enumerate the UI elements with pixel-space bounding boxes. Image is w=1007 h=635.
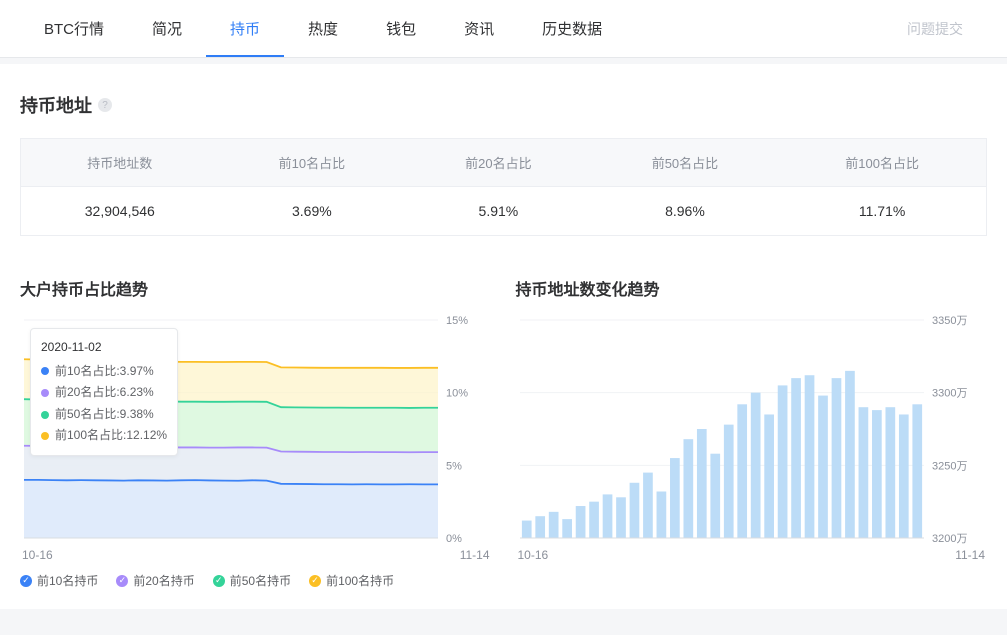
legend-item[interactable]: ✓ 前50名持币 (213, 572, 291, 589)
table-header: 前50名占比 (592, 139, 779, 187)
chart-title: 持币地址数变化趋势 (516, 276, 988, 300)
tab-1[interactable]: 简况 (128, 0, 206, 57)
tooltip-row: 前100名占比:12.12% (41, 425, 167, 447)
svg-text:15%: 15% (446, 315, 468, 327)
series-dot-icon (41, 367, 49, 375)
tooltip-date: 2020-11-02 (41, 337, 167, 359)
tab-5[interactable]: 资讯 (440, 0, 518, 57)
legend-check-icon: ✓ (116, 575, 128, 587)
svg-text:3200万: 3200万 (932, 533, 967, 544)
tab-4[interactable]: 钱包 (362, 0, 440, 57)
tooltip-row: 前20名占比:6.23% (41, 382, 167, 404)
svg-text:0%: 0% (446, 533, 462, 544)
legend-label: 前100名持币 (326, 572, 394, 589)
x-axis-labels: 10-16 11-14 (516, 548, 988, 562)
legend-label: 前50名持币 (230, 572, 291, 589)
x-start: 10-16 (518, 548, 549, 562)
table-cell: 3.69% (219, 187, 406, 236)
series-dot-icon (41, 411, 49, 419)
tab-2[interactable]: 持币 (206, 0, 284, 57)
svg-text:3250万: 3250万 (932, 460, 967, 472)
x-end: 11-14 (955, 548, 985, 562)
svg-text:3300万: 3300万 (932, 388, 967, 400)
tooltip-label: 前20名占比:6.23% (55, 385, 154, 399)
tab-6[interactable]: 历史数据 (518, 0, 626, 57)
table-header: 前10名占比 (219, 139, 406, 187)
table-header: 持币地址数 (21, 139, 219, 187)
section-title-holding-addresses: 持币地址 ? (20, 92, 987, 118)
legend-check-icon: ✓ (20, 575, 32, 587)
table-cell: 5.91% (405, 187, 592, 236)
series-dot-icon (41, 432, 49, 440)
help-icon[interactable]: ? (98, 98, 112, 112)
x-start: 10-16 (22, 548, 53, 562)
chart-legend: ✓ 前10名持币 ✓ 前20名持币 ✓ 前50名持币 ✓ 前100名持币 (20, 572, 492, 589)
table-header: 前100名占比 (778, 139, 986, 187)
tooltip-label: 前10名占比:3.97% (55, 364, 154, 378)
table-cell: 32,904,546 (21, 187, 219, 236)
chart-address-count-trend: 持币地址数变化趋势 3200万 3250万 3300万 3350万 10-16 11-… (516, 276, 988, 589)
section-title-text: 持币地址 (20, 92, 92, 118)
legend-item[interactable]: ✓ 前20名持币 (116, 572, 194, 589)
tab-3[interactable]: 热度 (284, 0, 362, 57)
legend-item[interactable]: ✓ 前100名持币 (309, 572, 394, 589)
legend-label: 前20名持币 (133, 572, 194, 589)
chart-tooltip: 2020-11-02 前10名占比:3.97% 前20名占比:6.23% 前50名占… (30, 328, 178, 456)
tooltip-row: 前50名占比:9.38% (41, 404, 167, 426)
tooltip-label: 前100名占比:12.12% (55, 428, 167, 442)
series-dot-icon (41, 389, 49, 397)
holding-stats-table: 持币地址数前10名占比前20名占比前50名占比前100名占比 32,904,54… (20, 138, 987, 236)
svg-text:5%: 5% (446, 460, 462, 472)
svg-text:3350万: 3350万 (932, 315, 967, 327)
x-end: 11-14 (460, 548, 490, 562)
tab-bar: BTC行情简况持币热度钱包资讯历史数据 问题提交 (0, 0, 1007, 58)
tab-0[interactable]: BTC行情 (20, 0, 128, 57)
legend-label: 前10名持币 (37, 572, 98, 589)
tooltip-label: 前50名占比:9.38% (55, 407, 154, 421)
bar-chart[interactable]: 3200万 3250万 3300万 3350万 (516, 314, 976, 544)
legend-item[interactable]: ✓ 前10名持币 (20, 572, 98, 589)
legend-check-icon: ✓ (309, 575, 321, 587)
svg-text:10%: 10% (446, 388, 468, 400)
content-panel: 持币地址 ? 持币地址数前10名占比前20名占比前50名占比前100名占比 32… (0, 64, 1007, 609)
table-header: 前20名占比 (405, 139, 592, 187)
table-cell: 8.96% (592, 187, 779, 236)
tab-feedback[interactable]: 问题提交 (883, 1, 987, 57)
legend-check-icon: ✓ (213, 575, 225, 587)
table-cell: 11.71% (778, 187, 986, 236)
chart-title: 大户持币占比趋势 (20, 276, 492, 300)
x-axis-labels: 10-16 11-14 (20, 548, 492, 562)
chart-holding-ratio-trend: 大户持币占比趋势 0% 5% 10% 15% 2020-11-02 前10名占比:3.… (20, 276, 492, 589)
tooltip-row: 前10名占比:3.97% (41, 361, 167, 383)
